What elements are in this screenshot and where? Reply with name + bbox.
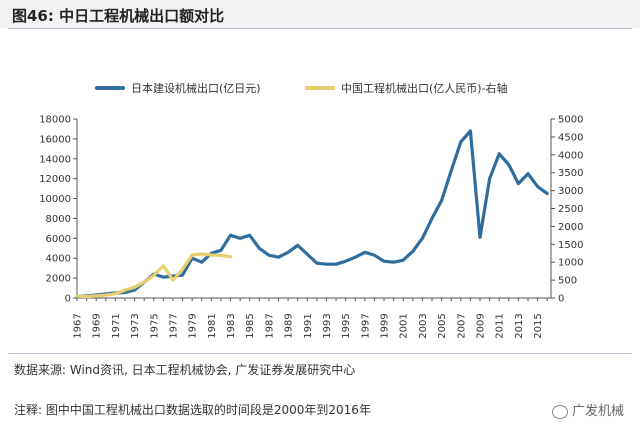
right-tick-label: 4000 xyxy=(558,150,583,161)
x-tick-label: 1997 xyxy=(360,313,371,338)
right-tick-label: 3500 xyxy=(558,168,583,179)
series-lines xyxy=(75,129,549,299)
right-axis-ticks: 0 500 1000 1500 2000 2500 3000 3500 4000 4500 5000 xyxy=(551,115,583,305)
x-tick-label: 2015 xyxy=(533,313,544,338)
left-tick-label: 10000 xyxy=(39,194,71,205)
footnote: 注释: 图中中国工程机械出口数据选取的时间段是2000年到2016年 xyxy=(14,403,371,417)
right-tick-label: 0 xyxy=(558,294,564,305)
x-tick-label: 1989 xyxy=(284,313,295,338)
x-tick-label: 1969 xyxy=(92,313,103,338)
x-tick-label: 1981 xyxy=(207,313,218,338)
left-tick-label: 0 xyxy=(65,294,71,305)
title-bar: 图46: 中日工程机械出口额对比 xyxy=(0,0,640,28)
chart-canvas: 0200040006000800010000120001400016000180… xyxy=(39,115,583,339)
left-tick-label: 4000 xyxy=(46,254,71,265)
x-tick-label: 2011 xyxy=(495,313,506,338)
right-tick-label: 500 xyxy=(558,276,577,287)
series-line-1 xyxy=(75,252,233,299)
x-tick-label: 1977 xyxy=(168,313,179,338)
brand-label: 广发机械 xyxy=(571,404,624,419)
x-tick-label: 2007 xyxy=(456,313,467,338)
x-tick-label: 1967 xyxy=(73,313,84,338)
legend-label-china: 中国工程机械出口(亿人民币)-右轴 xyxy=(341,82,508,95)
x-tick-label: 1975 xyxy=(149,313,160,338)
footer-divider xyxy=(8,353,632,354)
right-tick-label: 5000 xyxy=(558,115,583,126)
left-tick-label: 8000 xyxy=(46,214,71,225)
x-tick-label: 2009 xyxy=(475,313,486,338)
axes xyxy=(76,119,552,299)
right-tick-label: 1500 xyxy=(558,240,583,251)
right-tick-label: 3000 xyxy=(558,186,583,197)
legend-swatch-china xyxy=(305,86,335,90)
source-note: 数据来源: Wind资讯, 日本工程机械协会, 广发证券发展研究中心 xyxy=(14,363,356,377)
left-tick-label: 2000 xyxy=(46,274,71,285)
x-tick-label: 1971 xyxy=(111,313,122,338)
series-line-0 xyxy=(75,129,549,299)
right-tick-label: 1000 xyxy=(558,258,583,269)
left-axis-ticks: 0 2000 4000 6000 8000 10000 12000 14000 16000 180… xyxy=(39,115,77,305)
x-tick-label: 1987 xyxy=(264,313,275,338)
x-tick-label: 1991 xyxy=(303,313,314,338)
right-tick-label: 2000 xyxy=(558,222,583,233)
title-divider xyxy=(8,28,632,29)
x-tick-label: 1979 xyxy=(188,313,199,338)
x-axis-ticks: 1967 1969 1971 1973 1975 1977 1979 1981 1983 1985… xyxy=(73,298,548,339)
left-tick-label: 6000 xyxy=(46,234,71,245)
brand-watermark: 广发机械 xyxy=(551,400,624,419)
right-tick-label: 2500 xyxy=(558,204,583,215)
legend-label-japan: 日本建设机械出口(亿日元) xyxy=(131,82,261,95)
x-tick-label: 1995 xyxy=(341,313,352,338)
left-tick-label: 16000 xyxy=(39,134,71,145)
x-tick-label: 2013 xyxy=(514,313,525,338)
legend-swatch-japan xyxy=(95,86,125,90)
figure-title: 图46: 中日工程机械出口额对比 xyxy=(12,7,225,25)
x-tick-label: 2001 xyxy=(399,313,410,338)
x-tick-label: 1993 xyxy=(322,313,333,338)
x-tick-label: 2003 xyxy=(418,313,429,338)
x-tick-label: 1973 xyxy=(130,313,141,338)
x-tick-label: 1983 xyxy=(226,313,237,338)
left-tick-label: 14000 xyxy=(39,154,71,165)
right-tick-label: 4500 xyxy=(558,132,583,143)
left-tick-label: 12000 xyxy=(39,174,71,185)
x-tick-label: 1985 xyxy=(245,313,256,338)
left-tick-label: 18000 xyxy=(39,115,71,126)
x-tick-label: 2005 xyxy=(437,313,448,338)
x-tick-label: 1999 xyxy=(380,313,391,338)
wechat-icon xyxy=(551,404,568,419)
